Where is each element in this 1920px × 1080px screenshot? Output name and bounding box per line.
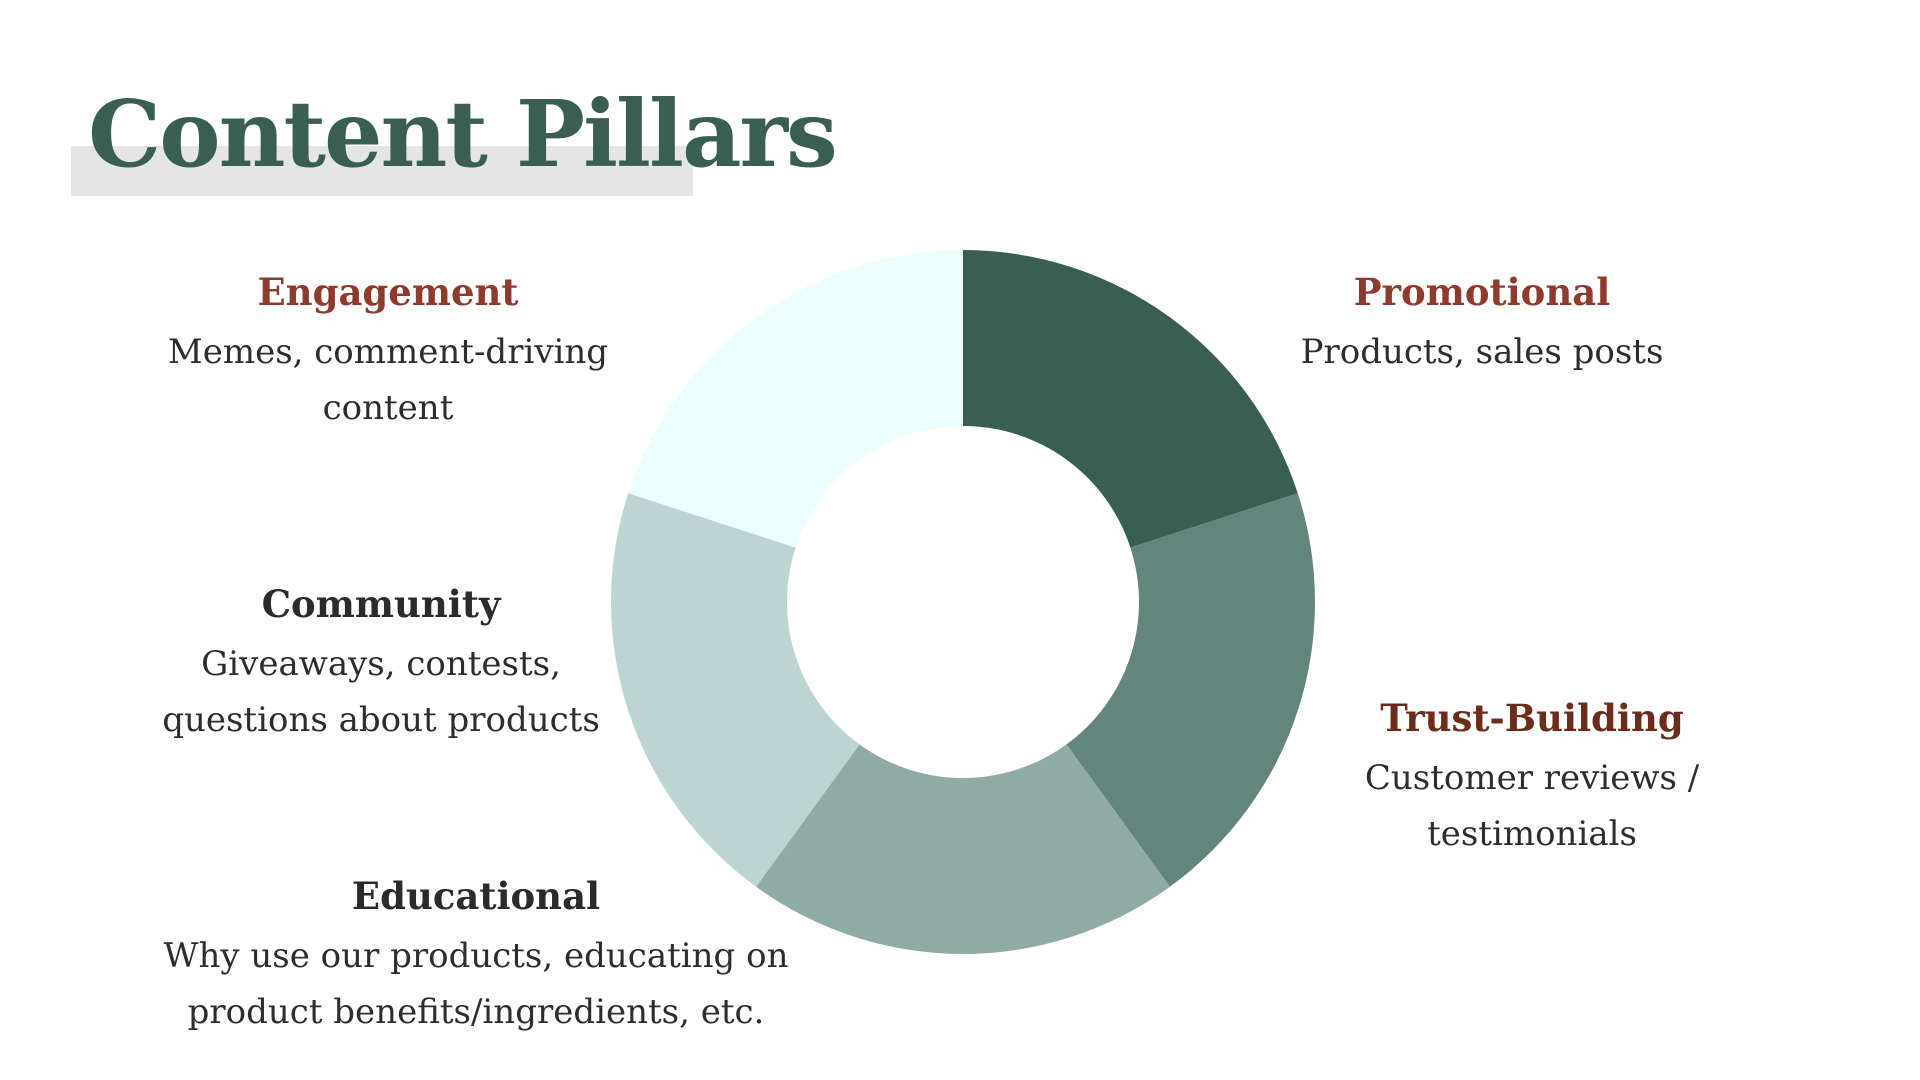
pillar-engagement: Engagement Memes, comment-driving conten… [138,270,638,436]
pillar-heading: Engagement [257,270,519,314]
donut-segment-educational [756,744,1170,955]
donut-segment-engagement [628,250,963,548]
pillar-description: Memes, comment-driving content [167,332,609,429]
pillar-description: Products, sales posts [1300,332,1664,373]
pillar-heading: Trust-Building [1380,696,1684,740]
pillar-educational: Educational Why use our products, educat… [126,874,826,1040]
pillar-heading: Community [261,582,501,626]
pillar-heading: Promotional [1353,270,1611,314]
pillar-heading: Educational [351,874,601,918]
pillar-trust-building: Trust-Building Customer reviews / testim… [1282,696,1782,862]
donut-segment-community [611,493,860,887]
pillar-community: Community Giveaways, contests, questions… [131,582,631,748]
pillar-description: Why use our products, educating on produ… [163,936,789,1033]
title-highlight-bar [71,146,693,196]
pillar-promotional: Promotional Products, sales posts [1232,270,1732,380]
page-title: Content Pillars [88,80,838,188]
pillar-description: Giveaways, contests, questions about pro… [162,644,600,741]
pillar-description: Customer reviews / testimonials [1364,758,1700,855]
donut-segment-trust-building [1066,493,1315,887]
donut-segment-promotional [963,250,1298,548]
